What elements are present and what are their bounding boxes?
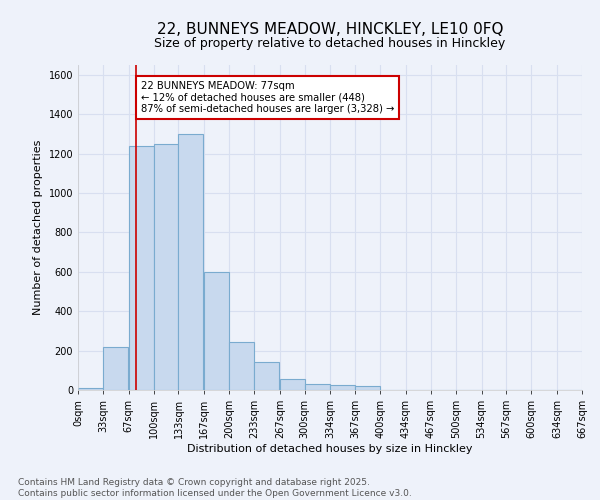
Bar (331, 385, 355, 390)
Bar (78, 388, 103, 390)
Bar (355, 386, 380, 390)
Bar (154, 144, 178, 390)
Text: 22 BUNNEYS MEADOW: 77sqm
← 12% of detached houses are smaller (448)
87% of semi-: 22 BUNNEYS MEADOW: 77sqm ← 12% of detach… (141, 81, 394, 114)
Y-axis label: Number of detached properties: Number of detached properties (33, 140, 43, 315)
Text: Contains HM Land Registry data © Crown copyright and database right 2025.
Contai: Contains HM Land Registry data © Crown c… (18, 478, 412, 498)
Text: 22, BUNNEYS MEADOW, HINCKLEY, LE10 0FQ: 22, BUNNEYS MEADOW, HINCKLEY, LE10 0FQ (157, 22, 503, 38)
X-axis label: Distribution of detached houses by size in Hinckley: Distribution of detached houses by size … (187, 444, 473, 454)
Bar (254, 362, 279, 390)
Bar (178, 134, 203, 390)
Bar (305, 384, 329, 390)
Bar (103, 346, 128, 390)
Bar (280, 379, 305, 390)
Bar (229, 342, 254, 390)
Bar (204, 272, 229, 390)
Text: Size of property relative to detached houses in Hinckley: Size of property relative to detached ho… (154, 38, 506, 51)
Bar (128, 146, 154, 390)
